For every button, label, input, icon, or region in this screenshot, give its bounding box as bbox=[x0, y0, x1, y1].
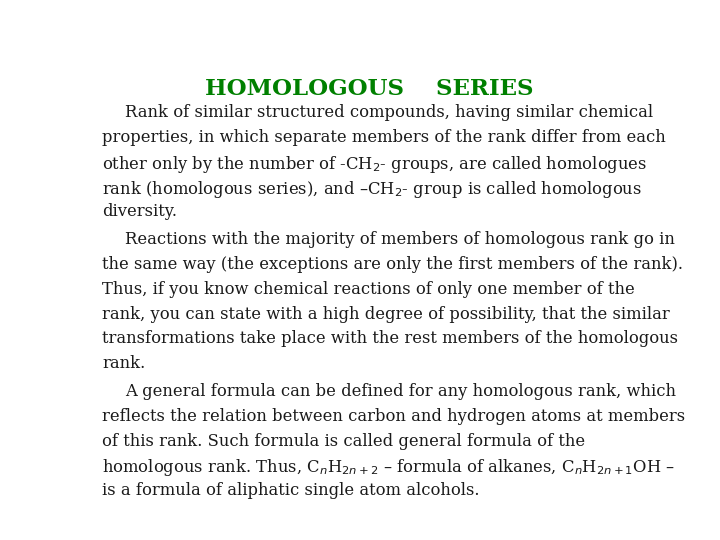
Text: transformations take place with the rest members of the homologous: transformations take place with the rest… bbox=[102, 330, 678, 347]
Text: homologous rank. Thus, C$_n$H$_{2n+2}$ – formula of alkanes, C$_n$H$_{2n+1}$OH –: homologous rank. Thus, C$_n$H$_{2n+2}$ –… bbox=[102, 457, 675, 478]
Text: Rank of similar structured compounds, having similar chemical: Rank of similar structured compounds, ha… bbox=[125, 104, 653, 122]
Text: rank.: rank. bbox=[102, 355, 145, 372]
Text: diversity.: diversity. bbox=[102, 203, 177, 220]
Text: is a formula of aliphatic single atom alcohols.: is a formula of aliphatic single atom al… bbox=[102, 482, 480, 499]
Text: the same way (the exceptions are only the first members of the rank).: the same way (the exceptions are only th… bbox=[102, 256, 683, 273]
Text: other only by the number of -CH$_2$- groups, are called homologues: other only by the number of -CH$_2$- gro… bbox=[102, 154, 647, 175]
Text: of this rank. Such formula is called general formula of the: of this rank. Such formula is called gen… bbox=[102, 433, 585, 450]
Text: rank, you can state with a high degree of possibility, that the similar: rank, you can state with a high degree o… bbox=[102, 306, 670, 322]
Text: Reactions with the majority of members of homologous rank go in: Reactions with the majority of members o… bbox=[125, 231, 675, 248]
Text: properties, in which separate members of the rank differ from each: properties, in which separate members of… bbox=[102, 129, 666, 146]
Text: Thus, if you know chemical reactions of only one member of the: Thus, if you know chemical reactions of … bbox=[102, 281, 635, 298]
Text: A general formula can be defined for any homologous rank, which: A general formula can be defined for any… bbox=[125, 383, 675, 400]
Text: rank (homologous series), and –CH$_2$- group is called homologous: rank (homologous series), and –CH$_2$- g… bbox=[102, 179, 642, 199]
Text: reflects the relation between carbon and hydrogen atoms at members: reflects the relation between carbon and… bbox=[102, 408, 685, 425]
Text: HOMOLOGOUS    SERIES: HOMOLOGOUS SERIES bbox=[204, 78, 534, 100]
